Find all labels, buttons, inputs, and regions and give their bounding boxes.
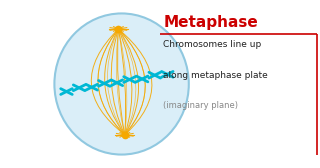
Text: (imaginary plane): (imaginary plane) xyxy=(163,101,238,110)
Text: Metaphase: Metaphase xyxy=(163,15,258,30)
Text: along metaphase plate: along metaphase plate xyxy=(163,71,268,80)
Ellipse shape xyxy=(54,13,189,155)
Text: Chromosomes line up: Chromosomes line up xyxy=(163,40,261,49)
